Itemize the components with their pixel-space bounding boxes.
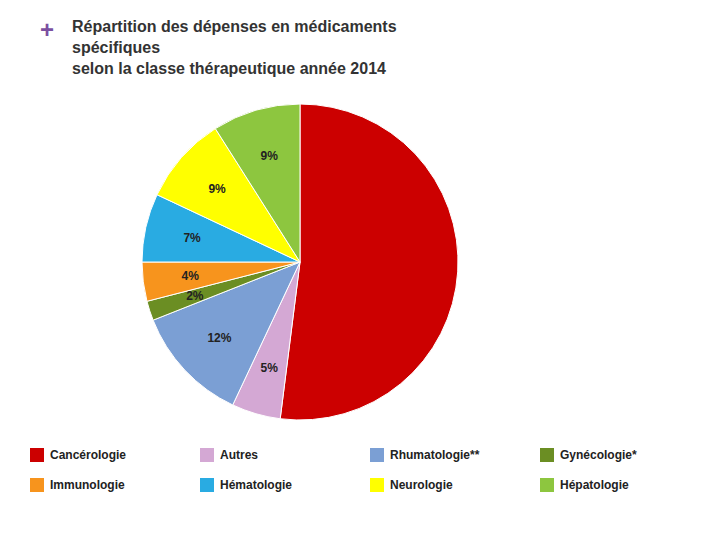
pie-slice [280,104,458,420]
data-labels: 5% 12% 2% 4% 7% 9% 9% [182,149,279,375]
legend-label: Cancérologie [50,448,126,462]
data-label: 9% [208,182,226,196]
chart: + Répartition des dépenses en médicaments… [0,0,720,540]
legend: Cancérologie Autres Rhumatologie** Gynécolo… [30,448,637,492]
data-label: 9% [260,149,278,163]
pie-slice [215,104,300,262]
data-label: 7% [183,231,201,245]
legend-swatch [370,448,384,462]
pie [142,104,458,420]
legend-label: Autres [220,448,258,462]
data-label: 5% [260,361,278,375]
legend-swatch [540,448,554,462]
legend-swatch [30,478,44,492]
data-label: 2% [186,289,204,303]
legend-label: Rhumatologie** [390,448,480,462]
legend-swatch [200,478,214,492]
data-label: 4% [182,269,200,283]
legend-label: Hématologie [220,478,292,492]
data-label: 12% [207,331,231,345]
annotation: + [40,16,54,43]
legend-label: Immunologie [50,478,125,492]
legend-swatch [200,448,214,462]
legend-label: Gynécologie* [560,448,637,462]
legend-swatch [370,478,384,492]
pie-slice [142,262,300,301]
legend-label: Hépatologie [560,478,629,492]
title: Répartition des dépenses en médicamentss… [72,18,397,77]
legend-swatch [540,478,554,492]
legend-label: Neurologie [390,478,453,492]
legend-swatch [30,448,44,462]
